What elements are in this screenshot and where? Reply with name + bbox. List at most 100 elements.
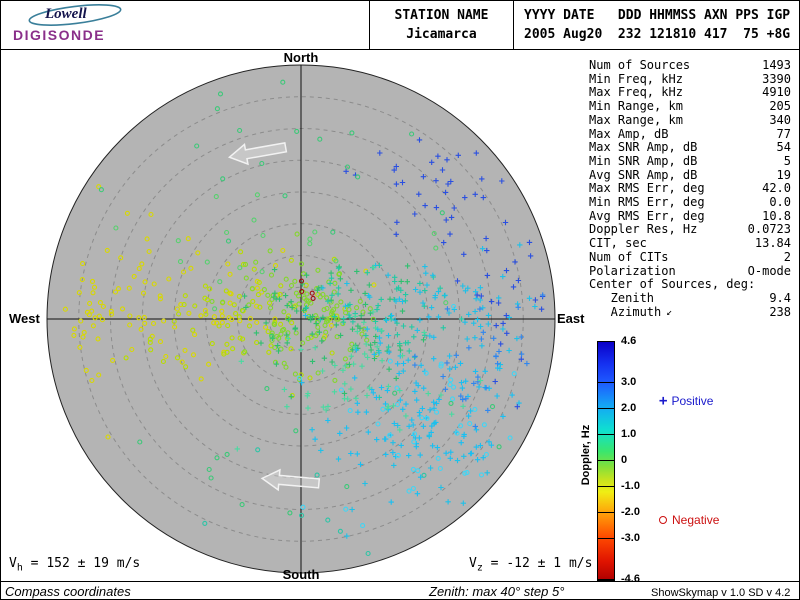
compass-south-label: South [282, 567, 320, 582]
colorbar-tick-label: -2.0 [621, 505, 640, 518]
colorbar-tick [598, 537, 614, 539]
colorbar-tick-label: 4.6 [621, 335, 637, 347]
station-column: STATION NAME Jicamarca [370, 1, 514, 49]
header-fields: YYYY DATE DDD HHMMSS AXN PPS IGP 2005 Au… [514, 1, 799, 49]
param-label: Azimuth [589, 304, 662, 319]
param-row: Doppler Res, Hz 0.0723 [589, 223, 791, 237]
header-fields-values: 2005 Aug20 232 121810 417 75 +8G [524, 27, 791, 42]
legend-negative-label: Negative [672, 513, 720, 527]
compass-north-label: North [283, 50, 319, 65]
horizontal-velocity-value: Vh = 152 ± 19 m/s [9, 556, 140, 574]
doppler-colorbar: 4.6 3.0 2.0 1.0 0 -1.0 -2.0 -3.0 -4.6 [597, 335, 657, 585]
rotation-arrow-icon [260, 468, 321, 492]
param-value: 0.0723 [747, 222, 791, 237]
vz-text: = -12 ± 1 m/s [482, 556, 593, 571]
logo-lowell-text: Lowell [45, 6, 87, 22]
param-value: 205 [769, 99, 791, 114]
version-info: ShowSkymap v 1.0 SD v 4.2 [651, 587, 791, 599]
param-row: Max Amp, dB 77 [589, 126, 791, 142]
param-label: Max SNR Amp, dB [589, 140, 698, 155]
param-row: CIT, sec 13.84 [589, 236, 791, 251]
skymap-plot [46, 64, 556, 574]
param-value: O-mode [747, 263, 791, 278]
colorbar-tick [598, 408, 614, 410]
param-value: 0.0 [769, 195, 791, 210]
param-label: Min Freq, kHz [589, 71, 683, 86]
zenith-range-note: Zenith: max 40° step 5° [429, 584, 565, 599]
param-label: Num of Sources [589, 58, 691, 72]
param-value: 10.8 [762, 208, 791, 223]
param-value: 77 [776, 126, 791, 141]
colorbar-tick-label: -3.0 [621, 531, 640, 544]
param-value: 4910 [762, 85, 791, 100]
rotation-arrow-icon [227, 142, 288, 166]
param-label: Zenith [589, 290, 655, 305]
param-row: Center of Sources, deg: [589, 278, 791, 292]
colorbar-tick-label: 0 [621, 454, 628, 466]
param-value: 19 [776, 167, 791, 182]
legend-positive-label: Positive [671, 394, 714, 408]
param-row: Zenith 9.4 [589, 290, 791, 306]
param-label: Max Range, km [589, 112, 683, 127]
param-label: Min RMS Err, deg [589, 195, 705, 210]
param-row: Max RMS Err, deg 42.0 [589, 182, 791, 196]
param-row: Avg RMS Err, deg 10.8 [589, 208, 791, 224]
param-label: Min SNR Amp, dB [589, 153, 698, 168]
parameters-panel: Num of Sources 1493 Min Freq, kHz 3390 Max F… [589, 58, 791, 319]
colorbar-tick [598, 434, 614, 436]
header-fields-labels: YYYY DATE DDD HHMMSS AXN PPS IGP [524, 8, 791, 23]
colorbar-tick-label: 1.0 [621, 428, 637, 441]
param-label: Doppler Res, Hz [589, 222, 698, 237]
vertical-velocity-value: Vz = -12 ± 1 m/s [469, 556, 592, 574]
scatter-points [62, 79, 546, 557]
param-label: Center of Sources, deg: [589, 277, 756, 292]
colorbar-tick-label: 2.0 [621, 402, 637, 415]
param-value: 340 [769, 112, 791, 127]
param-label: Polarization [589, 263, 676, 278]
param-value: 1493 [762, 58, 791, 72]
colorbar-tick [598, 382, 614, 384]
param-label: Avg RMS Err, deg [589, 208, 705, 223]
legend-negative: Negative [659, 513, 719, 527]
station-name-value: Jicamarca [406, 27, 477, 42]
vz-subscript: z [476, 562, 483, 574]
param-label: Max Amp, dB [589, 126, 669, 141]
param-value: 54 [776, 140, 791, 155]
compass-east-label: East [557, 311, 585, 326]
param-value: 2 [783, 249, 791, 264]
vh-symbol: V [9, 556, 17, 571]
vh-text: = 152 ± 19 m/s [22, 556, 141, 571]
colorbar-tick-label: -1.0 [621, 479, 640, 492]
colorbar-gradient [597, 341, 615, 581]
param-label: Max Freq, kHz [589, 85, 683, 100]
param-row: Num of Sources 1493 [589, 58, 791, 73]
param-value: 3390 [762, 71, 791, 86]
positive-marker-icon: + [659, 393, 668, 409]
colorbar-tick-label: 3.0 [621, 376, 637, 389]
colorbar-tick [598, 579, 614, 580]
param-value: 238 [769, 304, 791, 319]
logo-digisonde-text: DIGISONDE [13, 27, 106, 43]
footer-divider [1, 581, 799, 582]
param-row: Min RMS Err, deg 0.0 [589, 195, 791, 210]
logo-area: Lowell DIGISONDE [1, 1, 370, 49]
param-row: Polarization O-mode [589, 263, 791, 279]
param-row: Min Range, km 205 [589, 99, 791, 114]
param-value: 5 [783, 153, 791, 168]
logo-swoosh-icon [28, 4, 122, 26]
legend-positive: + Positive [659, 393, 713, 409]
colorbar-tick [598, 485, 614, 487]
param-value: 42.0 [762, 181, 791, 196]
param-row: Max Range, km 340 [589, 112, 791, 128]
compass-west-label: West [9, 311, 40, 326]
param-label: Max RMS Err, deg [589, 181, 705, 196]
param-row: Max SNR Amp, dB 54 [589, 141, 791, 155]
colorbar-tick [598, 460, 614, 461]
param-label: Num of CITs [589, 249, 669, 264]
vz-symbol: V [469, 556, 477, 571]
param-row: Min Freq, kHz 3390 [589, 71, 791, 87]
param-value: 9.4 [769, 290, 791, 305]
station-name-label: STATION NAME [394, 8, 489, 23]
azimuth-direction-icon: ↙ [666, 306, 673, 318]
